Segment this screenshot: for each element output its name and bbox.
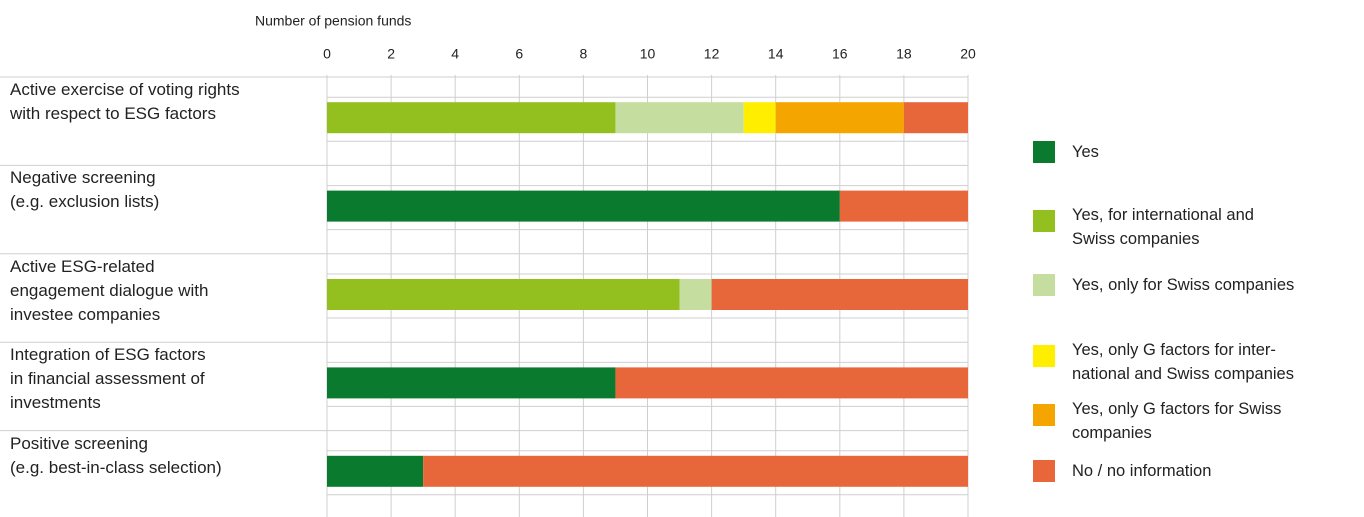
- bar-segment: [711, 279, 968, 310]
- legend-swatch: [1033, 460, 1055, 482]
- bar-segment: [615, 367, 968, 399]
- legend-label: Yes: [1072, 143, 1099, 161]
- bar-segment: [423, 455, 968, 487]
- legend-label: Yes, only for Swiss companies: [1072, 276, 1295, 294]
- legend-swatch: [1033, 345, 1055, 367]
- x-tick-label: 2: [387, 46, 395, 62]
- bar-segment: [327, 455, 424, 487]
- x-tick-label: 6: [515, 46, 523, 62]
- legend-swatch: [1033, 210, 1055, 232]
- category-label: Active ESG-related engagement dialogue w…: [10, 256, 209, 324]
- x-tick-label: 4: [451, 46, 459, 62]
- x-axis-title: Number of pension funds: [255, 13, 411, 29]
- bar-segment: [775, 102, 904, 134]
- bar-segment: [327, 190, 840, 222]
- bar-segment: [327, 367, 616, 399]
- x-tick-label: 16: [832, 46, 848, 62]
- category-label: Negative screening (e.g. exclusion lists…: [10, 168, 160, 212]
- legend-label: No / no information: [1072, 462, 1212, 480]
- legend-label: Yes, only G factors for inter- national …: [1072, 341, 1294, 383]
- x-tick-label: 20: [960, 46, 976, 62]
- bar-segment: [743, 102, 776, 134]
- category-label: Integration of ESG factors in financial …: [10, 345, 206, 413]
- x-tick-label: 8: [580, 46, 588, 62]
- legend-swatch: [1033, 274, 1055, 296]
- bar-segment: [839, 190, 968, 222]
- category-label: Positive screening (e.g. best-in-class s…: [10, 433, 222, 477]
- category-label: Active exercise of voting rights with re…: [10, 80, 240, 123]
- x-tick-label: 18: [896, 46, 912, 62]
- legend-swatch: [1033, 404, 1055, 426]
- legend-label: Yes, only G factors for Swiss companies: [1072, 400, 1282, 442]
- bar-segment: [615, 102, 744, 134]
- bar-segment: [903, 102, 968, 134]
- bar-segment: [327, 279, 680, 310]
- legend-label: Yes, for international and Swiss compani…: [1072, 206, 1254, 248]
- x-tick-label: 0: [323, 46, 331, 62]
- bar-segment: [327, 102, 616, 134]
- x-tick-label: 14: [768, 46, 784, 62]
- bar-segment: [679, 279, 712, 310]
- x-tick-label: 12: [704, 46, 720, 62]
- x-tick-label: 10: [640, 46, 656, 62]
- legend-swatch: [1033, 141, 1055, 163]
